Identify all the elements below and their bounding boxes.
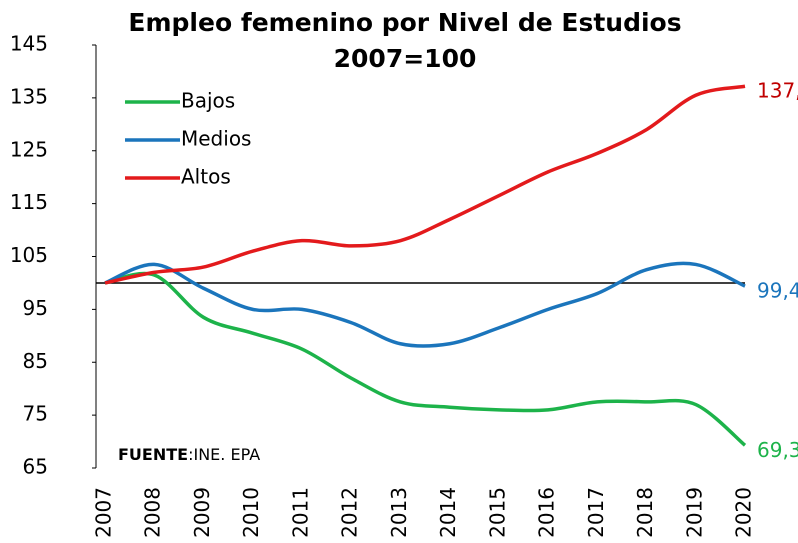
- x-tick-label: 2015: [485, 487, 509, 538]
- y-tick-label: 85: [23, 349, 48, 373]
- y-tick-label: 115: [10, 190, 48, 214]
- x-tick-label: 2009: [190, 487, 214, 538]
- y-tick-label: 125: [10, 137, 48, 161]
- y-tick-label: 75: [23, 402, 48, 426]
- x-tick-label: 2020: [732, 487, 756, 538]
- chart-subtitle: 2007=100: [334, 44, 477, 73]
- x-tick-label: 2012: [338, 487, 362, 538]
- source-text: :INE. EPA: [188, 445, 260, 464]
- y-tick-label: 105: [10, 243, 48, 267]
- legend-label: Bajos: [181, 89, 235, 113]
- data-label: 137,2: [757, 79, 798, 103]
- x-tick-label: 2014: [436, 487, 460, 538]
- chart-title: Empleo femenino por Nivel de Estudios: [128, 8, 681, 37]
- x-tick-label: 2017: [584, 487, 608, 538]
- y-tick-label: 145: [10, 32, 48, 56]
- source: FUENTE:INE. EPA: [118, 445, 260, 464]
- data-label: 69,3: [757, 438, 798, 462]
- data-label: 99,4: [757, 279, 798, 303]
- legend-label: Altos: [181, 165, 231, 189]
- line-series: [104, 84, 746, 285]
- x-tick-label: 2013: [387, 487, 411, 538]
- x-tick-label: 2019: [682, 487, 706, 538]
- y-tick-label: 135: [10, 84, 48, 108]
- x-tick-label: 2011: [288, 487, 312, 538]
- line-series: [104, 261, 746, 348]
- y-tick-label: 95: [23, 296, 48, 320]
- x-tick-label: 2008: [141, 487, 165, 538]
- source-label: FUENTE: [118, 445, 188, 464]
- line-series: [104, 271, 747, 447]
- x-tick-label: 2018: [633, 487, 657, 538]
- x-tick-label: 2010: [239, 487, 263, 538]
- legend-label: Medios: [181, 127, 251, 151]
- y-tick-label: 65: [23, 455, 48, 479]
- x-tick-label: 2007: [92, 487, 116, 538]
- x-tick-label: 2016: [535, 487, 559, 538]
